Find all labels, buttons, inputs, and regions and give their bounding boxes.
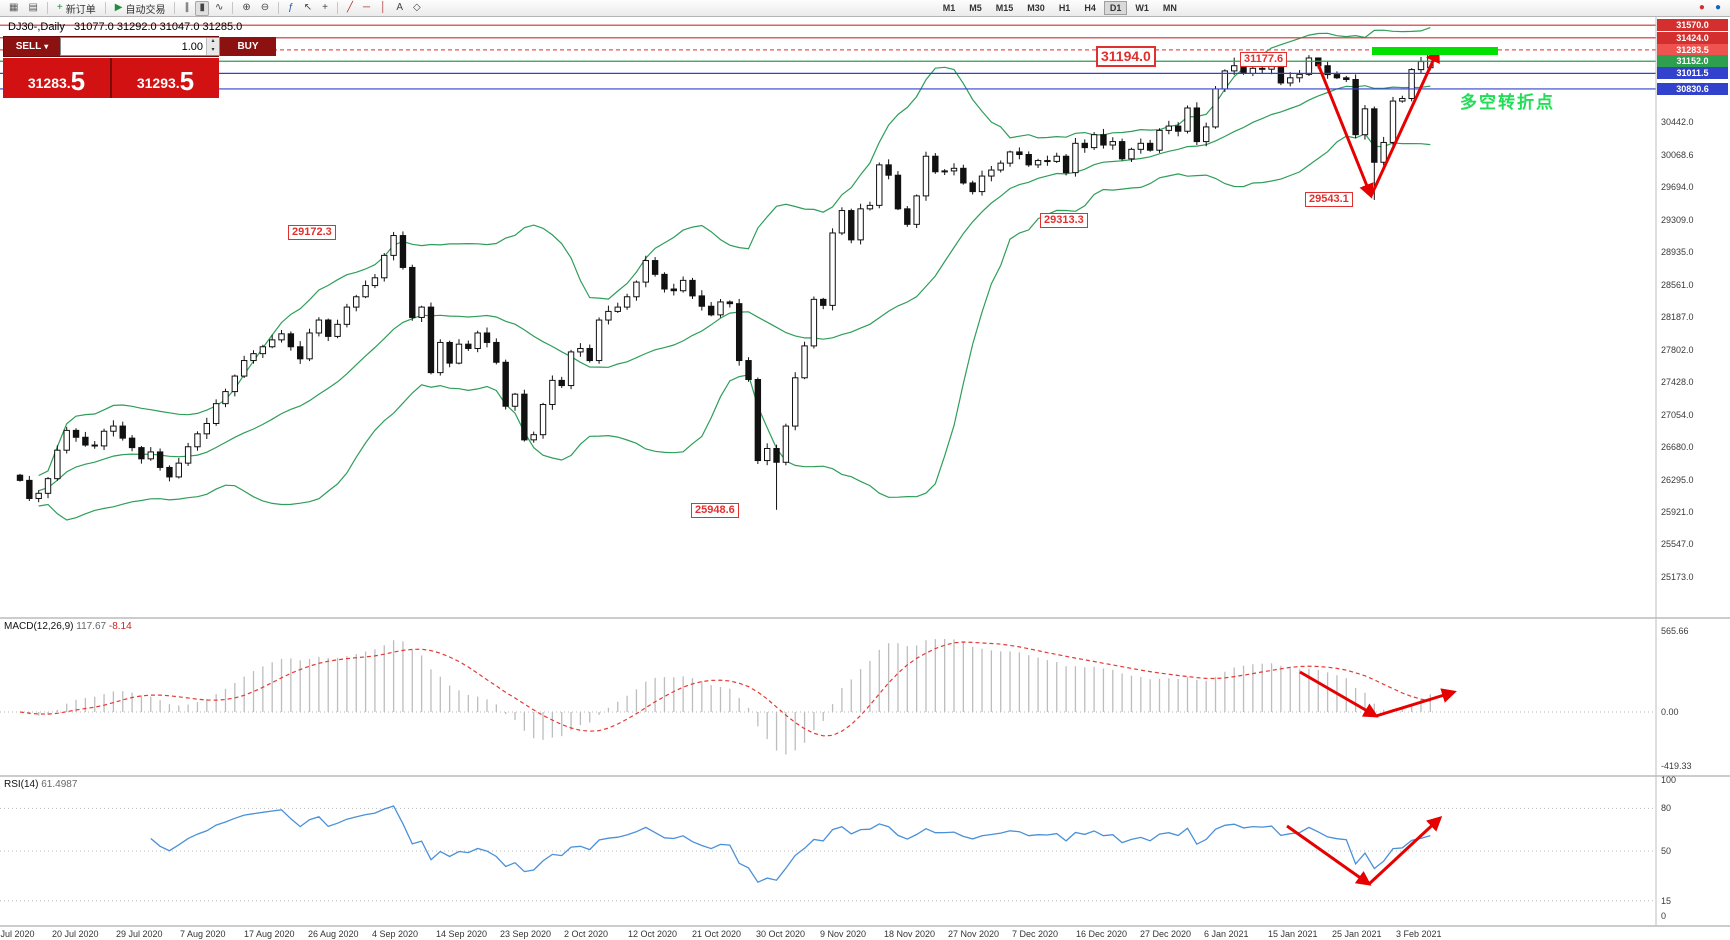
cursor-icon: ↖ xyxy=(303,2,313,13)
panel-frame xyxy=(0,17,1730,927)
metaquotes-icon: ● xyxy=(1698,2,1705,13)
toolbar-separator xyxy=(336,2,338,14)
sell-price-small: 31283. xyxy=(27,75,71,91)
indicators-button[interactable]: ƒ xyxy=(284,1,298,16)
cursor-button[interactable]: ↖ xyxy=(300,1,316,16)
macd-label: MACD(12,26,9) 117.67 -8.14 xyxy=(4,621,132,632)
ohlc-values: 31077.0 31292.0 31047.0 31285.0 xyxy=(74,21,243,33)
new-chart-icon: ▦ xyxy=(9,2,19,13)
buy-button[interactable]: BUY xyxy=(220,37,276,56)
volume-input-group: ▴ ▾ xyxy=(60,37,220,56)
new-chart-button[interactable]: ▦ xyxy=(5,1,22,16)
toolbar-separator xyxy=(278,2,280,14)
community-button[interactable]: ● xyxy=(1711,1,1725,16)
candlesticks xyxy=(16,49,1434,510)
sell-button[interactable]: SELL ▾ xyxy=(4,37,60,56)
new-order-button-label: 新订单 xyxy=(65,4,96,16)
sell-price-big-digit: 5 xyxy=(70,66,86,96)
shapes-button[interactable]: ◇ xyxy=(409,1,425,16)
timeframe-h4-button[interactable]: H4 xyxy=(1084,3,1096,13)
main-toolbar: ▦ ▤ + 新订单 ▶ 自动交易 ∥ ▮ ∿ ⊕ ⊖ ƒ ↖ + ╱ ─ │ A ◇ M1 M5 M15 M30 H1 H4 D1… xyxy=(0,0,1730,17)
timeframe-mn-button[interactable]: MN xyxy=(1162,3,1177,13)
profiles-button[interactable]: ▤ xyxy=(24,1,41,16)
timeframe-m30-button[interactable]: M30 xyxy=(1027,3,1045,13)
volume-down-button[interactable]: ▾ xyxy=(207,46,219,55)
macd-signal-value: -8.14 xyxy=(108,621,132,632)
line-chart-button[interactable]: ∿ xyxy=(211,1,227,16)
trendline-icon: ╱ xyxy=(346,2,353,13)
candle-chart-button[interactable]: ▮ xyxy=(195,0,209,16)
metaquotes-button[interactable]: ● xyxy=(1695,1,1709,16)
bar-chart-button[interactable]: ∥ xyxy=(180,1,193,16)
autotrading-icon: ▶ xyxy=(114,2,123,13)
buy-price-display[interactable]: 31293. 5 xyxy=(112,58,219,98)
macd-name: MACD(12,26,9) xyxy=(4,621,74,632)
rsi-name: RSI(14) xyxy=(4,779,39,790)
toolbar-separator xyxy=(46,2,48,14)
toolbar-separator xyxy=(104,2,106,14)
zoom-in-icon: ⊕ xyxy=(242,2,251,13)
trendline-button[interactable]: ╱ xyxy=(343,1,357,16)
sell-button-label: SELL xyxy=(15,41,42,52)
timeframe-d1-button[interactable]: D1 xyxy=(1103,1,1128,15)
crosshair-button[interactable]: + xyxy=(318,1,332,16)
rsi-value: 61.4987 xyxy=(41,779,78,790)
macd-indicator xyxy=(0,638,1656,755)
new-order-icon: + xyxy=(56,2,63,13)
vertical-line-button[interactable]: │ xyxy=(376,1,390,16)
autotrading-button[interactable]: ▶ 自动交易 xyxy=(111,1,170,16)
toolbar-separator xyxy=(174,2,176,14)
price-level-lines[interactable] xyxy=(0,24,1656,90)
volume-up-button[interactable]: ▴ xyxy=(207,38,219,47)
rsi-indicator xyxy=(0,805,1656,902)
line-chart-icon: ∿ xyxy=(214,2,224,13)
one-click-trading-panel: SELL ▾ ▴ ▾ BUY 31283. 5 31293. 5 xyxy=(3,36,276,98)
rsi-label: RSI(14) 61.4987 xyxy=(4,779,77,790)
volume-stepper: ▴ ▾ xyxy=(206,38,219,55)
sell-price-display[interactable]: 31283. 5 xyxy=(3,58,110,98)
chart-title: DJ30-,Daily 31077.0 31292.0 31047.0 3128… xyxy=(8,21,242,33)
timeframe-m15-button[interactable]: M15 xyxy=(995,3,1014,13)
profiles-icon: ▤ xyxy=(28,2,38,13)
horizontal-line-icon: ─ xyxy=(362,2,371,13)
text-tool-button[interactable]: A xyxy=(392,1,407,16)
zoom-out-button[interactable]: ⊖ xyxy=(257,1,273,16)
trend-arrows[interactable] xyxy=(1286,47,1457,886)
new-order-button[interactable]: + 新订单 xyxy=(53,1,100,16)
crosshair-icon: + xyxy=(322,2,328,13)
buy-price-small: 31293. xyxy=(136,75,180,91)
zoom-out-icon: ⊖ xyxy=(260,2,270,13)
zoom-in-button[interactable]: ⊕ xyxy=(238,1,254,16)
timeframe-m1-button[interactable]: M1 xyxy=(942,3,956,13)
buy-price-big-digit: 5 xyxy=(179,66,195,96)
macd-main-value: 117.67 xyxy=(76,621,107,632)
horizontal-line-button[interactable]: ─ xyxy=(359,1,374,16)
toolbar-separator xyxy=(232,2,234,14)
bar-chart-icon: ∥ xyxy=(184,2,190,13)
timeframe-w1-button[interactable]: W1 xyxy=(1135,3,1149,13)
volume-input[interactable] xyxy=(61,38,206,55)
buy-button-label: BUY xyxy=(237,41,259,52)
vertical-line-icon: │ xyxy=(380,2,387,13)
community-icon: ● xyxy=(1714,2,1722,13)
candle-chart-icon: ▮ xyxy=(199,2,205,13)
shapes-icon: ◇ xyxy=(412,2,421,13)
bollinger-bands xyxy=(38,27,1431,521)
text-tool-icon: A xyxy=(396,2,403,13)
chevron-down-icon: ▾ xyxy=(44,42,49,51)
indicators-icon: ƒ xyxy=(288,2,294,13)
symbol-period-label: DJ30-,Daily xyxy=(8,21,65,33)
timeframe-h1-button[interactable]: H1 xyxy=(1058,3,1071,13)
autotrading-button-label: 自动交易 xyxy=(125,4,166,16)
timeframe-m5-button[interactable]: M5 xyxy=(969,3,982,13)
